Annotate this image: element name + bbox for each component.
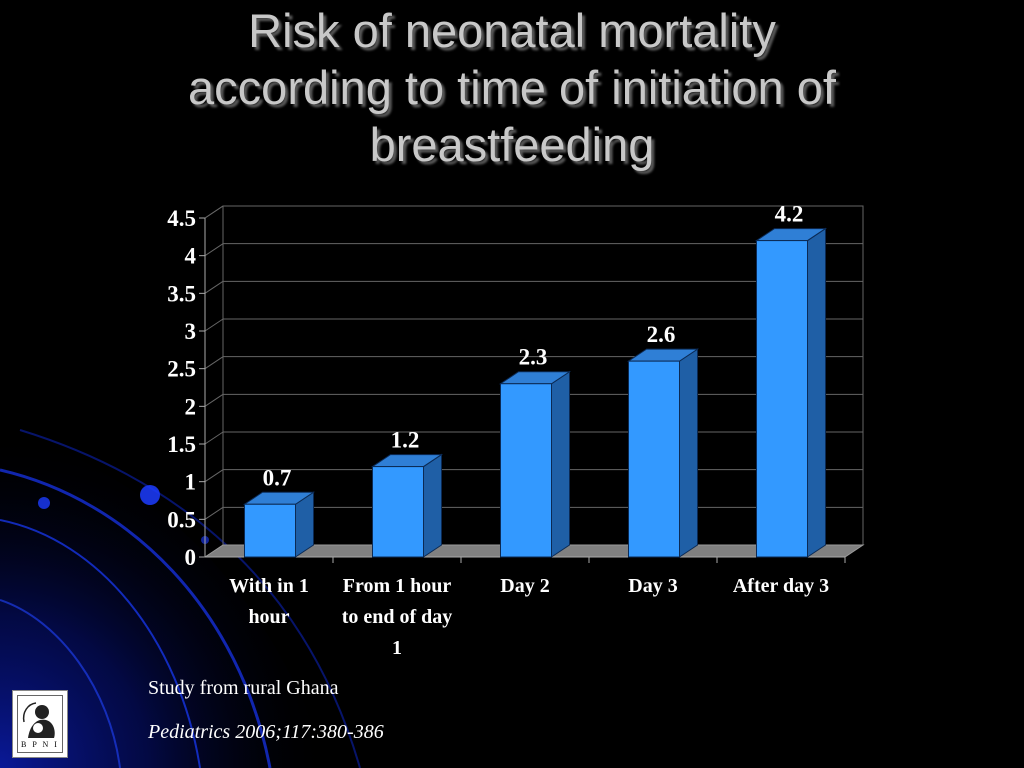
data-label: 2.3 bbox=[519, 345, 548, 370]
y-tick-label: 4 bbox=[185, 244, 197, 269]
bar-side bbox=[679, 348, 698, 558]
bar-side bbox=[423, 453, 442, 558]
data-label: 0.7 bbox=[263, 465, 292, 490]
y-tick-label: 2 bbox=[185, 394, 197, 419]
y-tick-label: 3 bbox=[185, 319, 197, 344]
gridline-side bbox=[204, 280, 224, 294]
title-line-2: according to time of initiation of bbox=[188, 61, 836, 114]
bar bbox=[756, 240, 808, 558]
gridline-side bbox=[204, 393, 224, 407]
bar bbox=[500, 383, 552, 558]
title-line-3: breastfeeding bbox=[369, 118, 655, 171]
gridline-side bbox=[204, 356, 224, 370]
y-tick-label: 1.5 bbox=[167, 432, 196, 457]
study-note: Study from rural Ghana bbox=[148, 677, 339, 699]
x-tick-label: 1 bbox=[392, 637, 402, 659]
slide-title: Risk of neonatal mortality according to … bbox=[60, 2, 964, 173]
data-label: 2.6 bbox=[647, 322, 676, 347]
y-tick-label: 2.5 bbox=[167, 357, 196, 382]
x-tick-label: hour bbox=[248, 606, 289, 628]
mother-child-logo-icon bbox=[22, 702, 55, 738]
data-label: 4.2 bbox=[775, 202, 804, 227]
y-tick-label: 0 bbox=[185, 545, 197, 570]
side-wall-top bbox=[204, 205, 224, 219]
y-tick-label: 0.5 bbox=[167, 507, 196, 532]
gridline-side bbox=[204, 243, 224, 257]
bar bbox=[628, 360, 680, 558]
x-tick-label: to end of day bbox=[342, 606, 453, 628]
bar-side bbox=[551, 370, 570, 558]
bar-side bbox=[807, 227, 826, 558]
x-tick-label: From 1 hour bbox=[343, 575, 452, 597]
y-tick-label: 3.5 bbox=[167, 281, 196, 306]
data-label: 1.2 bbox=[391, 428, 420, 453]
gridline-side bbox=[204, 431, 224, 445]
gridline-side bbox=[204, 506, 224, 520]
bar bbox=[372, 466, 424, 558]
x-tick-label: Day 3 bbox=[628, 575, 677, 597]
y-tick-label: 4.5 bbox=[167, 206, 196, 231]
logo-frame: B P N I bbox=[17, 695, 63, 753]
x-tick-label: Day 2 bbox=[500, 575, 549, 597]
x-tick-label: After day 3 bbox=[733, 575, 829, 597]
title-line-1: Risk of neonatal mortality bbox=[248, 4, 776, 57]
x-tick-label: With in 1 bbox=[229, 575, 309, 597]
bar bbox=[244, 503, 296, 558]
y-tick-label: 1 bbox=[185, 470, 197, 495]
logo-text: B P N I bbox=[21, 740, 59, 749]
gridline-side bbox=[204, 318, 224, 332]
gridline-side bbox=[204, 469, 224, 483]
citation-note: Pediatrics 2006;117:380-386 bbox=[148, 721, 384, 743]
bpni-logo: B P N I bbox=[12, 690, 68, 758]
